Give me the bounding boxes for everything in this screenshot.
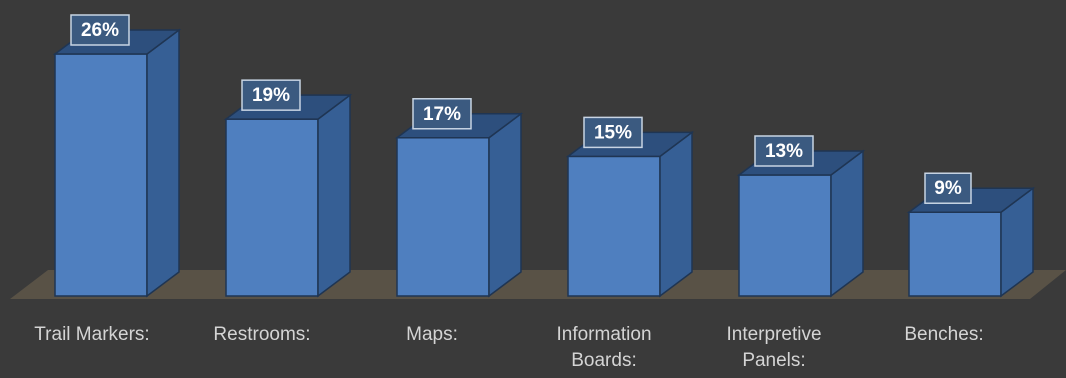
category-label-1: Trail Markers: xyxy=(34,324,149,345)
bar-front-face xyxy=(54,53,148,297)
data-label-6: 9% xyxy=(924,172,972,204)
bar-1 xyxy=(52,28,182,298)
data-label-box xyxy=(754,135,814,167)
category-label-line: Maps: xyxy=(406,324,458,345)
data-label-box xyxy=(924,172,972,204)
data-label-2: 19% xyxy=(241,79,301,111)
data-label-5: 13% xyxy=(754,135,814,167)
category-label-6: Benches: xyxy=(904,324,983,345)
bar-side-face xyxy=(488,112,522,298)
bar-side-face xyxy=(146,28,180,298)
category-label-line: Interpretive xyxy=(726,324,821,345)
data-labels-layer: 26% 19% 17% 15% 13% 9% xyxy=(70,14,972,204)
category-label-line: Information xyxy=(556,324,651,345)
bar-front-face xyxy=(908,211,1002,297)
bar-front-face xyxy=(738,174,832,297)
bar-4 xyxy=(565,130,695,298)
category-label-line: Restrooms: xyxy=(213,324,310,345)
bar-front-face xyxy=(225,118,319,297)
bar-5 xyxy=(736,149,866,298)
category-label-line: Boards: xyxy=(571,350,636,371)
category-label-line: Benches: xyxy=(904,324,983,345)
bar-2 xyxy=(223,93,353,298)
category-label-line: Trail Markers: xyxy=(34,324,149,345)
data-label-text: 26% xyxy=(81,20,119,41)
data-label-4: 15% xyxy=(583,116,643,149)
data-label-box xyxy=(70,14,130,46)
category-labels-layer: Trail Markers: Restrooms: Maps: Information… xyxy=(34,324,983,371)
bar-side-face xyxy=(659,130,693,298)
bar-3 xyxy=(394,112,524,298)
category-label-5: Interpretive Panels: xyxy=(726,324,821,371)
data-label-text: 15% xyxy=(594,122,632,143)
data-label-3: 17% xyxy=(412,98,472,130)
data-label-text: 17% xyxy=(423,104,461,125)
bars-layer xyxy=(52,28,1036,298)
data-label-text: 19% xyxy=(252,85,290,106)
data-label-1: 26% xyxy=(70,14,130,46)
data-label-text: 13% xyxy=(765,141,803,162)
category-label-4: Information Boards: xyxy=(556,324,651,371)
bar-front-face xyxy=(396,137,490,297)
data-label-box xyxy=(583,116,643,149)
bar-front-face xyxy=(567,155,661,297)
data-label-box xyxy=(241,79,301,111)
category-label-3: Maps: xyxy=(406,324,458,345)
bar-6 xyxy=(906,186,1036,298)
bar-side-face xyxy=(317,93,351,298)
data-label-box xyxy=(412,98,472,130)
category-label-2: Restrooms: xyxy=(213,324,310,345)
category-label-line: Panels: xyxy=(742,350,805,371)
data-label-text: 9% xyxy=(934,178,962,199)
bar-side-face xyxy=(830,149,864,298)
